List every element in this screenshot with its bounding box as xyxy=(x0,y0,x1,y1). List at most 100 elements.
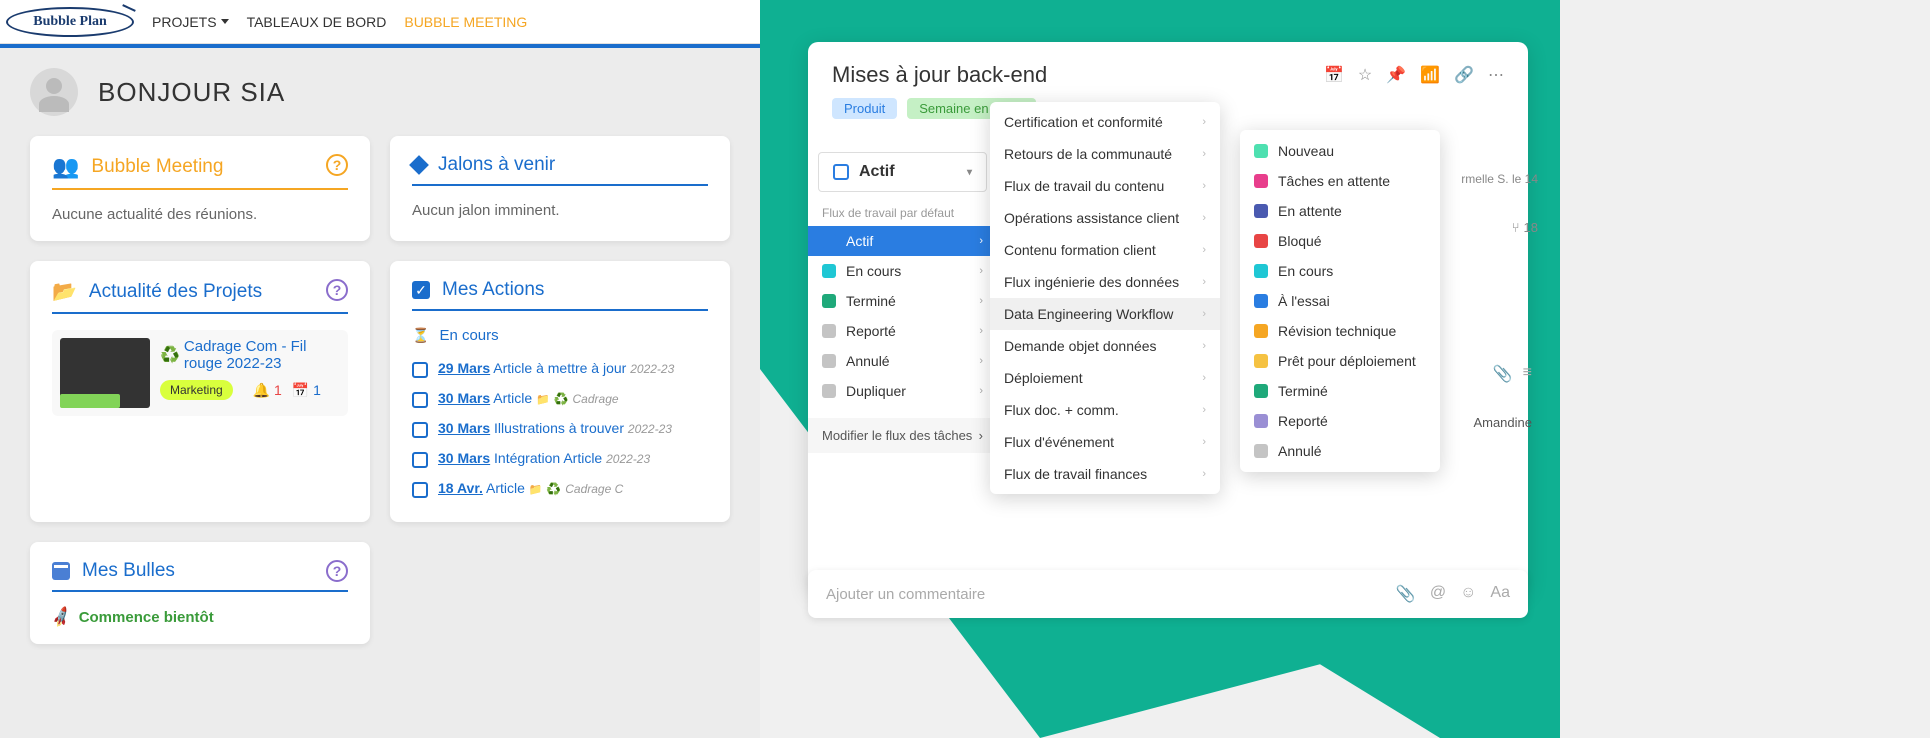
assignee-name[interactable]: Amandine xyxy=(1473,415,1532,430)
card-body: Aucun jalon imminent. xyxy=(412,202,708,219)
task-app: Mises à jour back-end 📅 ☆ 📌 📶 🔗 ⋯ Produi… xyxy=(760,0,1560,738)
workflow-item[interactable]: Annulé› xyxy=(808,346,997,376)
popover-item[interactable]: Contenu formation client› xyxy=(990,234,1220,266)
workflow-item[interactable]: En cours› xyxy=(808,256,997,286)
popover-item[interactable]: Certification et conformité› xyxy=(990,106,1220,138)
action-row[interactable]: 30 Mars Illustrations à trouver 2022-23 xyxy=(412,414,708,444)
calendar-icon[interactable]: 📅 xyxy=(1324,65,1344,85)
help-icon[interactable]: ? xyxy=(326,154,348,176)
caret-down-icon xyxy=(221,19,229,24)
action-text: Article xyxy=(493,390,532,406)
emoji-icon[interactable]: ☺ xyxy=(1460,584,1476,604)
status-dropdown[interactable]: Actif ▾ xyxy=(818,152,987,192)
checkbox[interactable] xyxy=(412,362,428,378)
popover-item[interactable]: Flux de travail finances› xyxy=(990,458,1220,490)
edit-workflow[interactable]: Modifier le flux des tâches› xyxy=(808,418,997,453)
nav-bubble-meeting[interactable]: BUBBLE MEETING xyxy=(404,14,527,30)
workflow-item[interactable]: Reporté› xyxy=(808,316,997,346)
logo[interactable]: Bubble Plan xyxy=(6,7,134,37)
avatar[interactable] xyxy=(30,68,78,116)
comment-bar[interactable]: Ajouter un commentaire 📎 @ ☺ Aa xyxy=(808,570,1528,618)
help-icon[interactable]: ? xyxy=(326,279,348,301)
more-icon[interactable]: ⋯ xyxy=(1488,65,1504,85)
mention-icon[interactable]: @ xyxy=(1430,584,1446,604)
action-row[interactable]: 30 Mars Intégration Article 2022-23 xyxy=(412,444,708,474)
attach-icon[interactable]: 📎 xyxy=(1493,364,1513,384)
status-item[interactable]: Nouveau xyxy=(1240,136,1440,166)
chevron-right-icon: › xyxy=(1202,404,1206,416)
status-item[interactable]: Reporté xyxy=(1240,406,1440,436)
color-chip xyxy=(822,324,836,338)
workflow-label: Reporté xyxy=(846,323,896,339)
pin-icon[interactable]: 📌 xyxy=(1386,65,1406,85)
status-item[interactable]: En attente xyxy=(1240,196,1440,226)
attach-icon[interactable]: 📎 xyxy=(1396,584,1416,604)
list-icon[interactable]: ≡ xyxy=(1523,364,1532,384)
nav-tableaux[interactable]: TABLEAUX DE BORD xyxy=(247,14,387,30)
workflow-item[interactable]: Terminé› xyxy=(808,286,997,316)
diamond-icon xyxy=(409,155,429,175)
popover-item[interactable]: Déploiement› xyxy=(990,362,1220,394)
topnav: Bubble Plan PROJETS TABLEAUX DE BORD BUB… xyxy=(0,0,760,44)
font-icon[interactable]: Aa xyxy=(1490,584,1510,604)
star-icon[interactable]: ☆ xyxy=(1358,65,1372,85)
checkbox[interactable] xyxy=(412,422,428,438)
workflow-item[interactable]: Actif› xyxy=(808,226,997,256)
subtask-count[interactable]: ⑂18 xyxy=(1512,220,1538,235)
workflow-item[interactable]: Dupliquer› xyxy=(808,376,997,406)
checkbox[interactable] xyxy=(412,392,428,408)
cycle-icon: ♻️ xyxy=(546,482,561,496)
card-mes-bulles: Mes Bulles ? 🚀Commence bientôt xyxy=(30,542,370,644)
status-item[interactable]: Tâches en attente xyxy=(1240,166,1440,196)
status-item[interactable]: Révision technique xyxy=(1240,316,1440,346)
pill-produit[interactable]: Produit xyxy=(832,98,897,119)
nav-projets[interactable]: PROJETS xyxy=(152,14,229,30)
cards-grid: 👥 Bubble Meeting ? Aucune actualité des … xyxy=(0,136,760,644)
chevron-right-icon: › xyxy=(1202,116,1206,128)
status-label: Révision technique xyxy=(1278,323,1396,339)
action-meta: 2022-23 xyxy=(628,422,672,436)
chevron-right-icon: › xyxy=(1202,468,1206,480)
checkbox[interactable] xyxy=(412,482,428,498)
status-item[interactable]: Prêt pour déploiement xyxy=(1240,346,1440,376)
popover-item[interactable]: Retours de la communauté› xyxy=(990,138,1220,170)
help-icon[interactable]: ? xyxy=(326,560,348,582)
popover-item[interactable]: Flux ingénierie des données› xyxy=(990,266,1220,298)
calendar-icon[interactable]: 📅 1 xyxy=(292,382,321,399)
action-date: 29 Mars xyxy=(438,360,490,376)
project-item[interactable]: ♻️Cadrage Com - Fil rouge 2022-23 Market… xyxy=(52,330,348,416)
popover-label: Flux doc. + comm. xyxy=(1004,402,1119,418)
popover-item[interactable]: Flux doc. + comm. › xyxy=(990,394,1220,426)
status-item[interactable]: Terminé xyxy=(1240,376,1440,406)
popover-item[interactable]: Flux de travail du contenu› xyxy=(990,170,1220,202)
checkbox[interactable] xyxy=(412,452,428,468)
status-item[interactable]: À l'essai xyxy=(1240,286,1440,316)
action-row[interactable]: 18 Avr. Article 📁 ♻️ Cadrage C xyxy=(412,474,708,504)
status-item[interactable]: Annulé xyxy=(1240,436,1440,466)
workflow-list: Actif›En cours›Terminé›Reporté›Annulé›Du… xyxy=(808,226,997,406)
card-title: Mes Bulles xyxy=(82,560,175,582)
meta-text: rmelle S. le 14 xyxy=(1461,172,1538,186)
bell-icon[interactable]: 🔔 1 xyxy=(253,382,282,399)
action-row[interactable]: 30 Mars Article 📁 ♻️ Cadrage xyxy=(412,384,708,414)
action-date: 18 Avr. xyxy=(438,480,483,496)
chevron-right-icon: › xyxy=(1202,276,1206,288)
popover-item[interactable]: Demande objet données› xyxy=(990,330,1220,362)
popover-item[interactable]: Data Engineering Workflow› xyxy=(990,298,1220,330)
rss-icon[interactable]: 📶 xyxy=(1420,65,1440,85)
color-chip xyxy=(822,294,836,308)
popover-item[interactable]: Flux d'événement› xyxy=(990,426,1220,458)
greeting-text: BONJOUR SIA xyxy=(98,77,285,108)
project-indicators: 🔔 1 📅 1 xyxy=(253,382,321,399)
action-row[interactable]: 29 Mars Article à mettre à jour 2022-23 xyxy=(412,354,708,384)
action-text: Article xyxy=(486,480,525,496)
color-chip xyxy=(1254,354,1268,368)
hourglass-icon: ⏳ xyxy=(412,327,429,344)
popover-item[interactable]: Opérations assistance client› xyxy=(990,202,1220,234)
chevron-right-icon: › xyxy=(979,235,983,247)
color-chip xyxy=(1254,234,1268,248)
link-icon[interactable]: 🔗 xyxy=(1454,65,1474,85)
status-item[interactable]: En cours xyxy=(1240,256,1440,286)
status-item[interactable]: Bloqué xyxy=(1240,226,1440,256)
tag-marketing[interactable]: Marketing xyxy=(160,380,233,400)
